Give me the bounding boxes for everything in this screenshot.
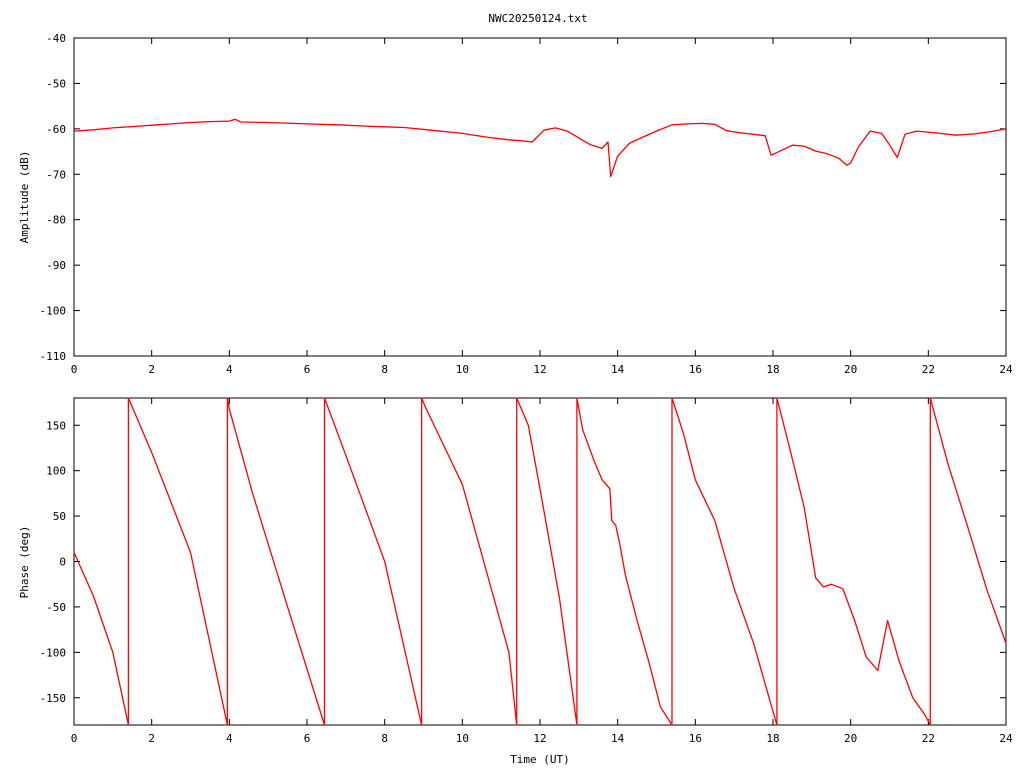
phase-x-tick-label: 4 bbox=[226, 732, 233, 745]
phase-y-tick-label: 0 bbox=[59, 556, 66, 569]
phase-panel: 0 2 4 6 8 10 12 14 16 18 20 22 24-150-100-5005010015… bbox=[18, 397, 1013, 766]
phase-x-tick-label: 10 bbox=[456, 732, 469, 745]
phase-x-tick-label: 18 bbox=[766, 732, 779, 745]
amplitude-x-tick-label: 2 bbox=[148, 363, 155, 376]
amplitude-x-tick-label: 6 bbox=[304, 363, 311, 376]
amplitude-x-tick-label: 18 bbox=[766, 363, 779, 376]
x-axis-label: Time (UT) bbox=[510, 753, 570, 766]
chart-title: NWC20250124.txt bbox=[488, 12, 587, 25]
amplitude-plot-frame bbox=[73, 37, 1007, 357]
phase-y-tick-label: -100 bbox=[40, 646, 67, 659]
amplitude-x-tick-label: 4 bbox=[226, 363, 233, 376]
amplitude-x-tick-label: 10 bbox=[456, 363, 469, 376]
phase-series-line bbox=[73, 397, 1007, 726]
phase-y-tick-label: 50 bbox=[53, 510, 66, 523]
amplitude-y-tick-label: -90 bbox=[46, 259, 66, 272]
amplitude-y-tick-label: -110 bbox=[40, 350, 67, 363]
phase-x-tick-label: 2 bbox=[148, 732, 155, 745]
amplitude-series-line bbox=[73, 118, 1007, 178]
phase-x-tick-label: 14 bbox=[611, 732, 625, 745]
phase-y-tick-label: 100 bbox=[46, 465, 66, 478]
amplitude-y-axis-label: Amplitude (dB) bbox=[18, 151, 31, 244]
phase-axis-ticks: 0 2 4 6 8 10 12 14 16 18 20 22 24-150-100-5005010015… bbox=[40, 398, 1013, 745]
phase-y-tick-label: 150 bbox=[46, 419, 66, 432]
phase-plot-frame bbox=[73, 397, 1007, 726]
amplitude-x-tick-label: 16 bbox=[689, 363, 702, 376]
amplitude-panel: 0 2 4 6 8 10 12 14 16 18 20 22 24-110-100-90-80-70-6… bbox=[18, 32, 1013, 376]
amplitude-y-tick-label: -60 bbox=[46, 123, 66, 136]
phase-y-axis-label: Phase (deg) bbox=[18, 526, 31, 599]
phase-x-tick-label: 20 bbox=[844, 732, 857, 745]
phase-y-tick-label: -50 bbox=[46, 601, 66, 614]
phase-y-tick-label: -150 bbox=[40, 692, 67, 705]
amplitude-x-tick-label: 0 bbox=[71, 363, 78, 376]
amplitude-series bbox=[73, 118, 1007, 178]
amplitude-axis-ticks: 0 2 4 6 8 10 12 14 16 18 20 22 24-110-100-90-80-70-6… bbox=[40, 32, 1013, 376]
amplitude-x-tick-label: 14 bbox=[611, 363, 625, 376]
phase-x-tick-label: 0 bbox=[71, 732, 78, 745]
amplitude-x-tick-label: 22 bbox=[922, 363, 935, 376]
phase-x-tick-label: 16 bbox=[689, 732, 702, 745]
amplitude-x-tick-label: 24 bbox=[999, 363, 1013, 376]
amplitude-y-tick-label: -70 bbox=[46, 168, 66, 181]
phase-series bbox=[73, 397, 1007, 726]
phase-x-tick-label: 24 bbox=[999, 732, 1013, 745]
phase-x-tick-label: 12 bbox=[533, 732, 546, 745]
amplitude-y-tick-label: -100 bbox=[40, 305, 67, 318]
amplitude-x-tick-label: 12 bbox=[533, 363, 546, 376]
amplitude-y-tick-label: -80 bbox=[46, 214, 66, 227]
phase-x-tick-label: 22 bbox=[922, 732, 935, 745]
phase-x-tick-label: 6 bbox=[304, 732, 311, 745]
amplitude-y-tick-label: -40 bbox=[46, 32, 66, 45]
phase-x-tick-label: 8 bbox=[381, 732, 388, 745]
amplitude-y-tick-label: -50 bbox=[46, 77, 66, 90]
amplitude-x-tick-label: 20 bbox=[844, 363, 857, 376]
amplitude-x-tick-label: 8 bbox=[381, 363, 388, 376]
